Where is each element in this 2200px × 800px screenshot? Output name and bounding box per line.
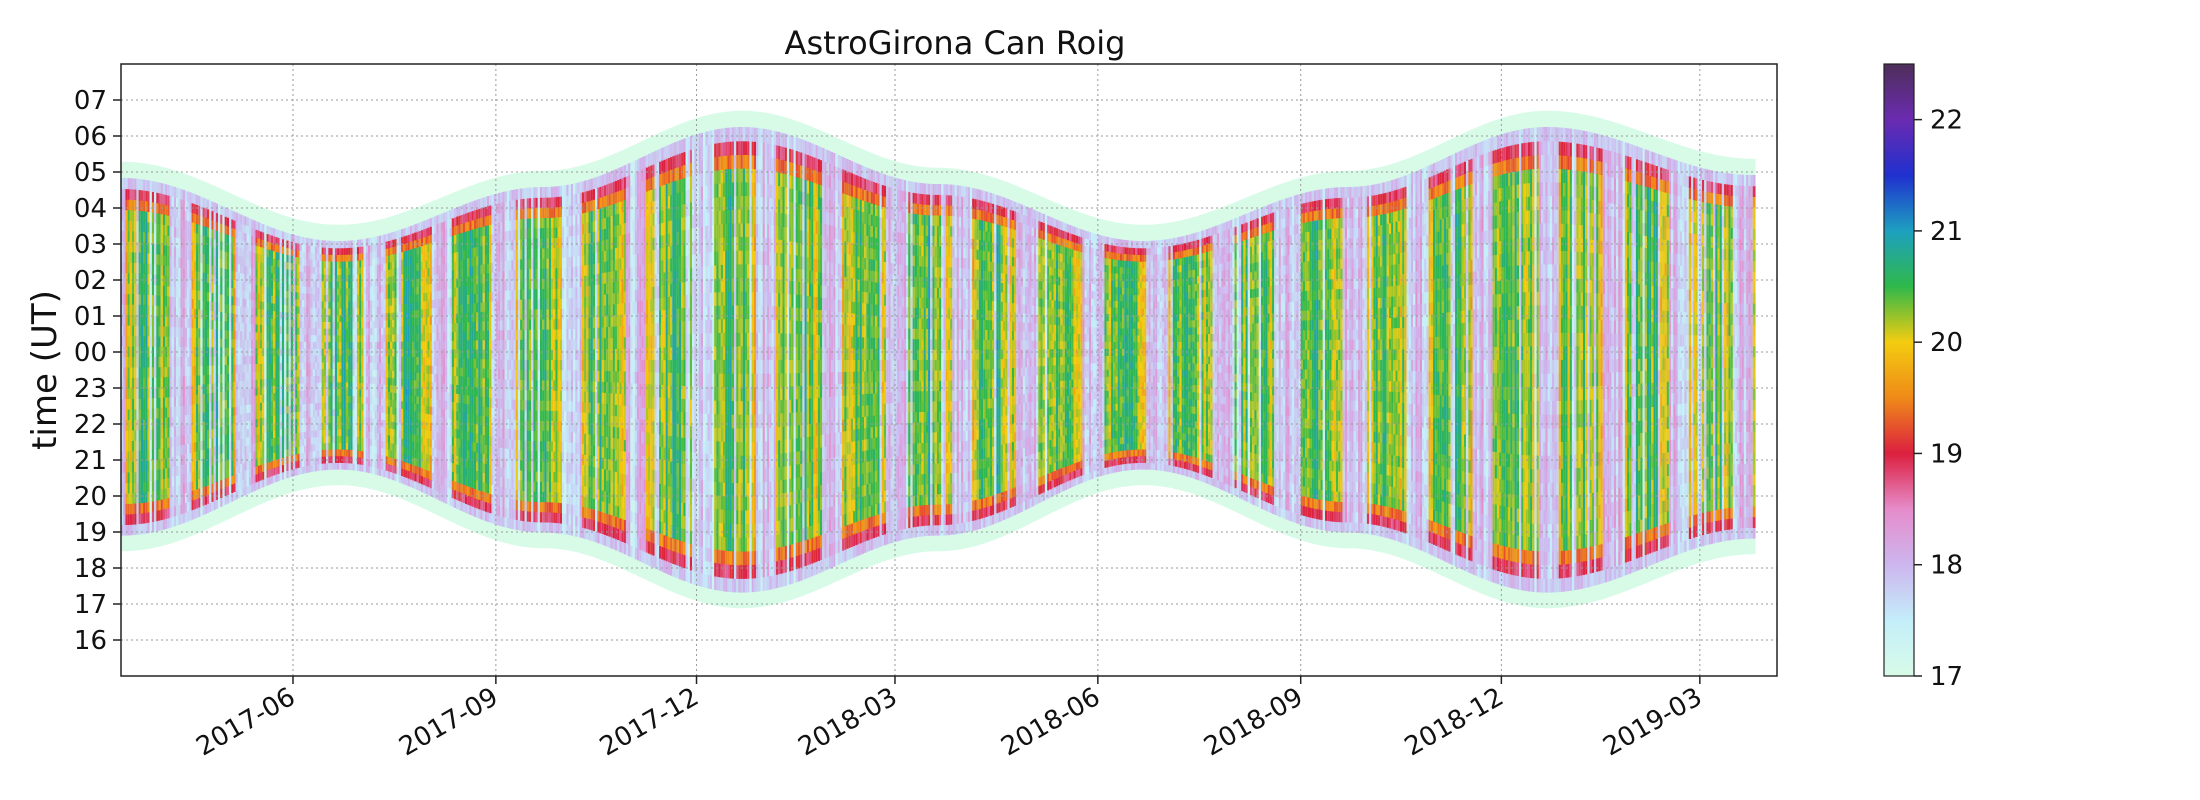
y-tick-label: 06 [74, 122, 107, 152]
y-tick-label: 04 [74, 194, 107, 224]
x-tick-label: 2017-09 [394, 682, 503, 762]
colorbar-gradient [1883, 63, 1915, 677]
y-axis-ticks: 16 17 18 19 20 21 22 23 00 01 02 03 04 05 06 07 [74, 86, 121, 656]
colorbar-tick-label: 20 [1930, 328, 1963, 358]
colorbar-tick-label: 17 [1930, 662, 1963, 692]
x-tick-label: 2018-06 [996, 682, 1105, 762]
x-tick-label: 2019-03 [1598, 682, 1707, 762]
y-tick-label: 02 [74, 266, 107, 296]
y-tick-label: 16 [74, 626, 107, 656]
y-tick-label: 17 [74, 590, 107, 620]
colorbar-ticks: 17 18 19 20 21 22 [1914, 106, 1963, 692]
plot-frame [120, 63, 1778, 677]
colorbar-tick-label: 19 [1930, 439, 1963, 469]
y-axis-label: time (UT) [25, 290, 65, 450]
y-tick-label: 00 [74, 338, 107, 368]
x-tick-label: 2018-12 [1400, 682, 1509, 762]
x-tick-label: 2017-06 [191, 682, 300, 762]
y-tick-label: 21 [74, 446, 107, 476]
y-tick-label: 05 [74, 158, 107, 188]
colorbar: 17 18 19 20 21 22 [1883, 63, 1963, 692]
colorbar-tick-label: 22 [1930, 106, 1963, 136]
x-tick-label: 2018-03 [793, 682, 902, 762]
x-tick-label: 2018-09 [1199, 682, 1308, 762]
y-tick-label: 18 [74, 554, 107, 584]
y-tick-label: 01 [74, 302, 107, 332]
y-tick-label: 22 [74, 410, 107, 440]
y-tick-label: 07 [74, 86, 107, 116]
grid [121, 64, 1777, 676]
chart-title: AstroGirona Can Roig [785, 24, 1126, 62]
x-tick-label: 2017-12 [595, 682, 704, 762]
colorbar-tick-label: 18 [1930, 551, 1963, 581]
y-tick-label: 20 [74, 482, 107, 512]
colorbar-tick-label: 21 [1930, 217, 1963, 247]
heatmap-layer [121, 110, 1756, 609]
y-tick-label: 19 [74, 518, 107, 548]
y-tick-label: 23 [74, 374, 107, 404]
x-axis-ticks: 2017-06 2017-09 2017-12 2018-03 2018-06 2018-… [191, 676, 1707, 762]
y-tick-label: 03 [74, 230, 107, 260]
